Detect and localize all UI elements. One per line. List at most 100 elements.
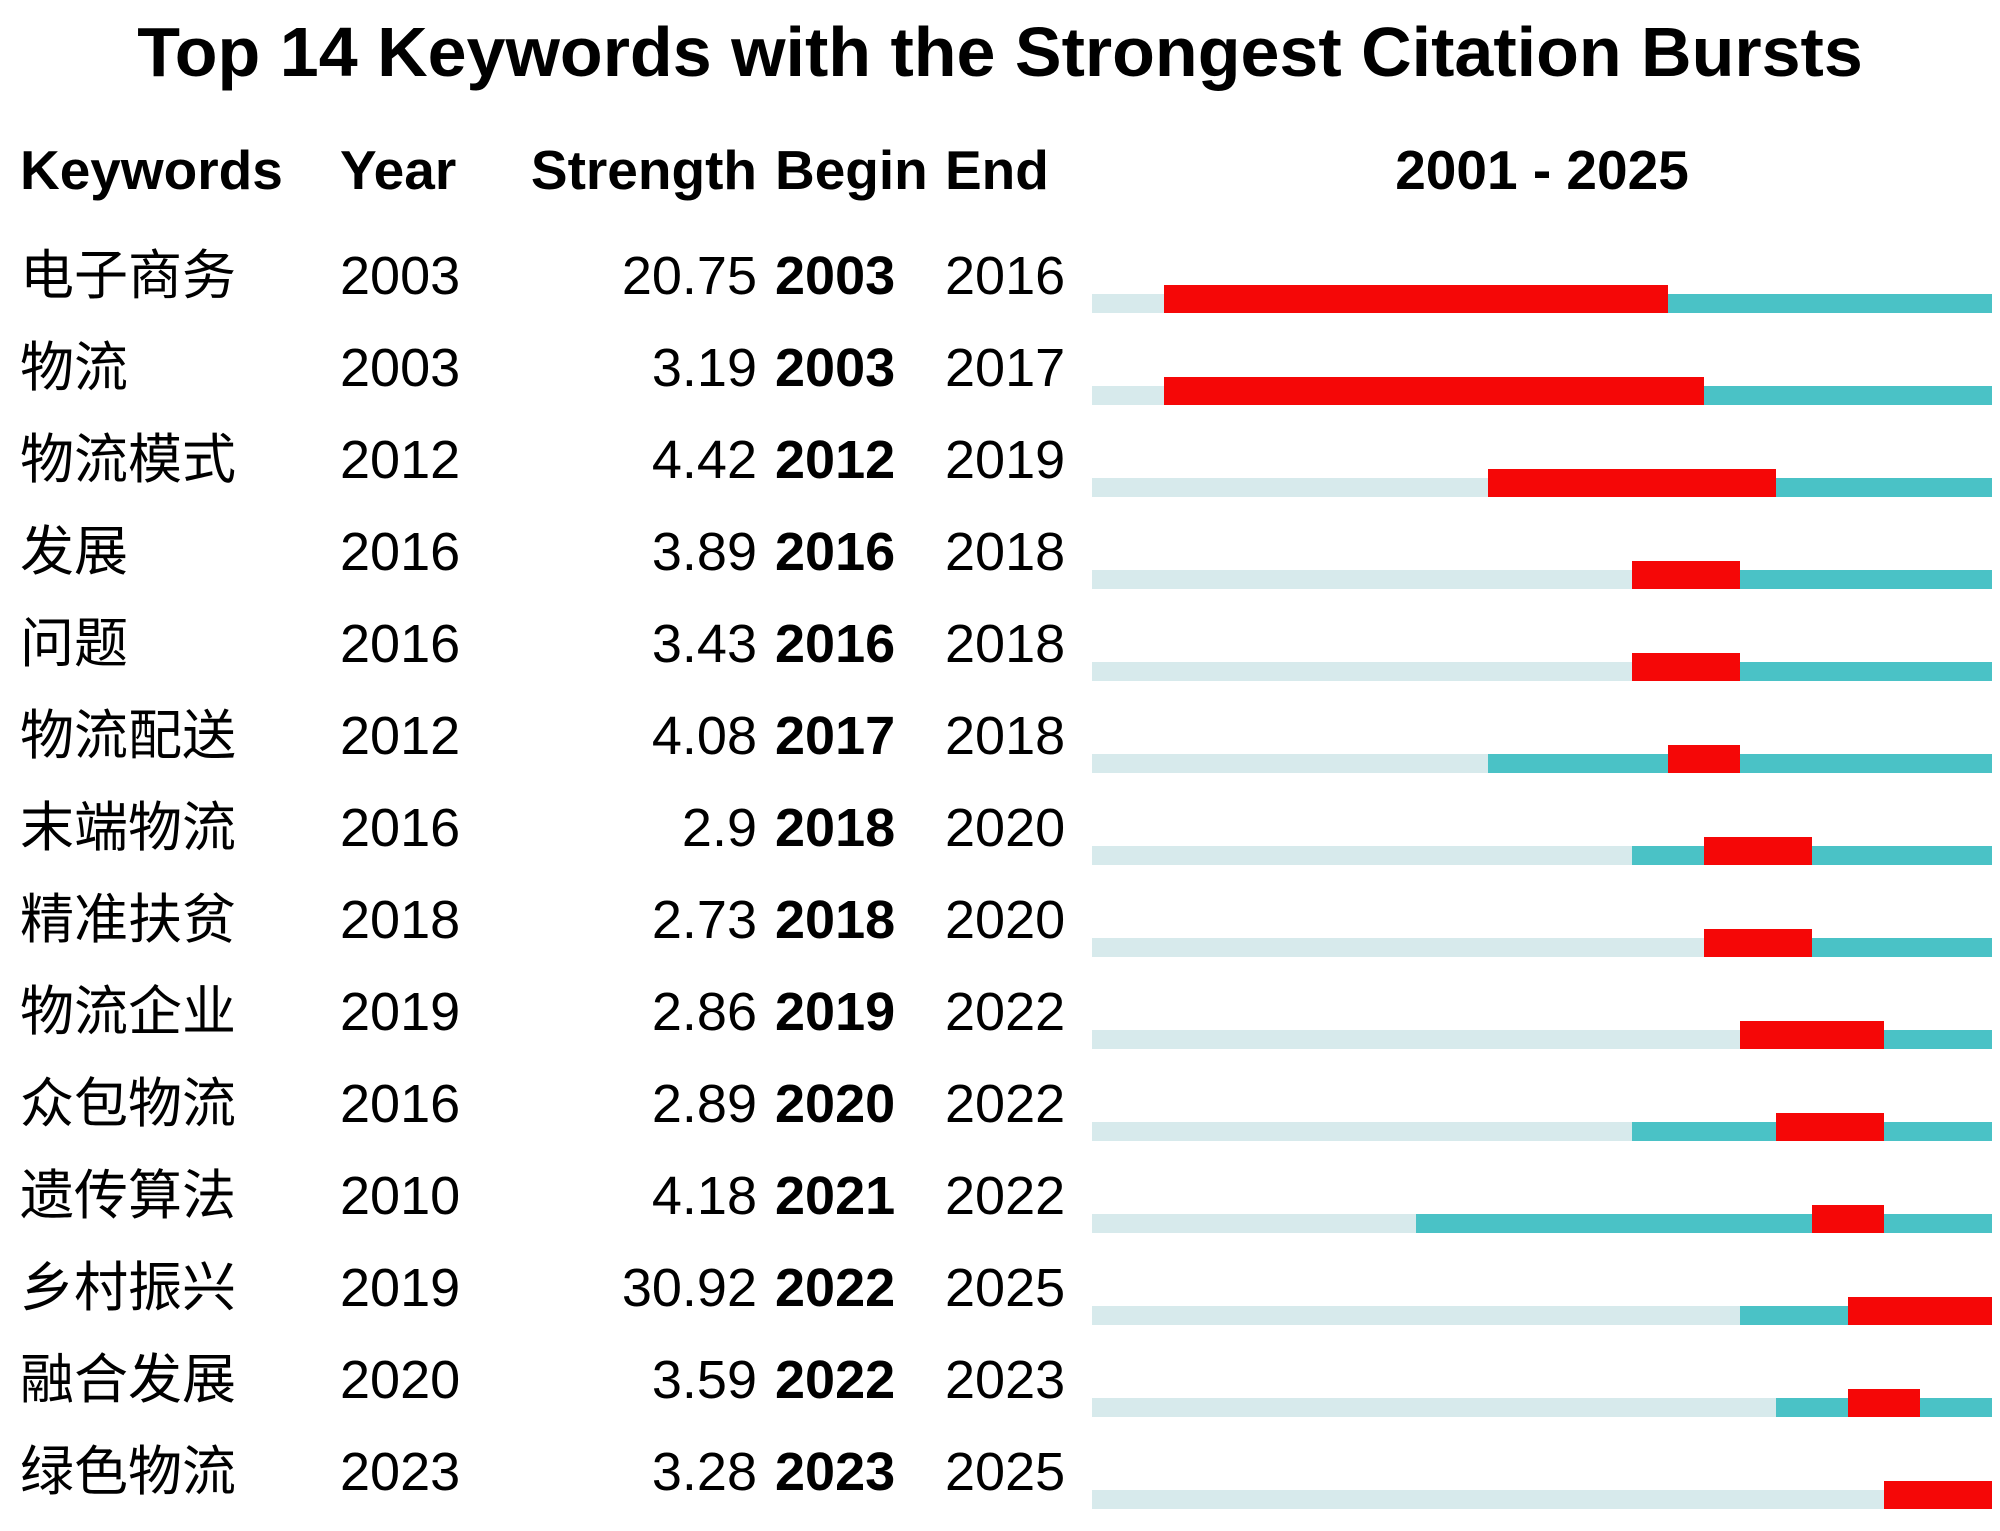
inactive-segment <box>1092 754 1488 773</box>
burst-segment <box>1740 1021 1884 1049</box>
header-begin: Begin <box>775 139 928 201</box>
timeline-bar <box>1092 1113 1992 1141</box>
begin-value: 2016 <box>775 522 896 582</box>
begin-value: 2018 <box>775 890 896 950</box>
strength-value: 4.08 <box>651 706 757 766</box>
strength-value: 3.19 <box>651 338 757 398</box>
year-value: 2023 <box>340 1442 461 1502</box>
begin-value: 2023 <box>775 1442 896 1502</box>
timeline-bar <box>1092 1481 1992 1509</box>
inactive-segment <box>1092 1490 1884 1509</box>
inactive-segment <box>1092 846 1632 865</box>
end-value: 2025 <box>945 1442 1066 1502</box>
timeline-bar <box>1092 929 1992 957</box>
keyword-label: 发展 <box>20 522 128 582</box>
inactive-segment <box>1092 662 1632 681</box>
inactive-segment <box>1092 1122 1632 1141</box>
keyword-label: 融合发展 <box>20 1350 236 1410</box>
active-segment <box>1416 1214 1992 1233</box>
end-value: 2018 <box>945 614 1066 674</box>
strength-value: 2.86 <box>651 982 757 1042</box>
strength-value: 2.73 <box>651 890 757 950</box>
strength-value: 3.59 <box>651 1350 757 1410</box>
inactive-segment <box>1092 570 1632 589</box>
begin-value: 2019 <box>775 982 896 1042</box>
timeline-bar <box>1092 285 1992 313</box>
year-value: 2016 <box>340 1074 461 1134</box>
table-row: 众包物流 2016 2.89 2020 2022 <box>0 1058 2000 1150</box>
end-value: 2020 <box>945 890 1066 950</box>
begin-value: 2017 <box>775 706 896 766</box>
timeline-bar <box>1092 1297 1992 1325</box>
timeline-bar <box>1092 1021 1992 1049</box>
inactive-segment <box>1092 1306 1740 1325</box>
strength-value: 3.28 <box>651 1442 757 1502</box>
keyword-label: 问题 <box>20 614 128 674</box>
burst-segment <box>1704 929 1812 957</box>
strength-value: 20.75 <box>621 246 757 306</box>
year-value: 2003 <box>340 338 461 398</box>
active-segment <box>1632 846 1992 865</box>
timeline-bar <box>1092 561 1992 589</box>
strength-value: 4.42 <box>651 430 757 490</box>
burst-segment <box>1776 1113 1884 1141</box>
strength-value: 3.89 <box>651 522 757 582</box>
year-value: 2003 <box>340 246 461 306</box>
begin-value: 2020 <box>775 1074 896 1134</box>
keyword-label: 遗传算法 <box>20 1166 236 1226</box>
begin-value: 2003 <box>775 246 896 306</box>
strength-value: 3.43 <box>651 614 757 674</box>
timeline-bar <box>1092 653 1992 681</box>
year-value: 2020 <box>340 1350 461 1410</box>
keyword-label: 精准扶贫 <box>20 890 236 950</box>
inactive-segment <box>1092 294 1164 313</box>
table-row: 融合发展 2020 3.59 2022 2023 <box>0 1334 2000 1426</box>
chart-title: Top 14 Keywords with the Strongest Citat… <box>137 13 1863 91</box>
table-row: 绿色物流 2023 3.28 2023 2025 <box>0 1426 2000 1518</box>
year-value: 2016 <box>340 798 461 858</box>
burst-segment <box>1812 1205 1884 1233</box>
table-row: 乡村振兴 2019 30.92 2022 2025 <box>0 1242 2000 1334</box>
end-value: 2023 <box>945 1350 1066 1410</box>
burst-segment <box>1164 377 1704 405</box>
active-segment <box>1488 754 1992 773</box>
table-row: 物流 2003 3.19 2003 2017 <box>0 322 2000 414</box>
year-value: 2012 <box>340 430 461 490</box>
inactive-segment <box>1092 386 1164 405</box>
begin-value: 2022 <box>775 1350 896 1410</box>
begin-value: 2021 <box>775 1166 896 1226</box>
timeline-bar <box>1092 837 1992 865</box>
header-keywords: Keywords <box>20 139 283 201</box>
end-value: 2018 <box>945 522 1066 582</box>
timeline-bar <box>1092 1205 1992 1233</box>
inactive-segment <box>1092 1398 1776 1417</box>
burst-segment <box>1848 1389 1920 1417</box>
keyword-label: 电子商务 <box>20 246 236 306</box>
header-strength: Strength <box>530 139 757 201</box>
end-value: 2022 <box>945 1074 1066 1134</box>
burst-segment <box>1632 561 1740 589</box>
begin-value: 2016 <box>775 614 896 674</box>
table-row: 精准扶贫 2018 2.73 2018 2020 <box>0 874 2000 966</box>
end-value: 2017 <box>945 338 1066 398</box>
burst-segment <box>1848 1297 1992 1325</box>
end-value: 2019 <box>945 430 1066 490</box>
year-value: 2016 <box>340 522 461 582</box>
burst-segment <box>1668 745 1740 773</box>
burst-segment <box>1632 653 1740 681</box>
year-value: 2019 <box>340 982 461 1042</box>
year-value: 2012 <box>340 706 461 766</box>
begin-value: 2003 <box>775 338 896 398</box>
inactive-segment <box>1092 1030 1740 1049</box>
timeline-bar <box>1092 1389 1992 1417</box>
strength-value: 30.92 <box>621 1258 757 1318</box>
keyword-label: 众包物流 <box>20 1074 236 1134</box>
timeline-bar <box>1092 377 1992 405</box>
burst-segment <box>1164 285 1668 313</box>
table-row: 末端物流 2016 2.9 2018 2020 <box>0 782 2000 874</box>
keyword-label: 绿色物流 <box>20 1442 236 1502</box>
keyword-label: 物流 <box>20 338 128 398</box>
inactive-segment <box>1092 938 1704 957</box>
table-row: 物流企业 2019 2.86 2019 2022 <box>0 966 2000 1058</box>
keyword-label: 物流配送 <box>20 706 236 766</box>
